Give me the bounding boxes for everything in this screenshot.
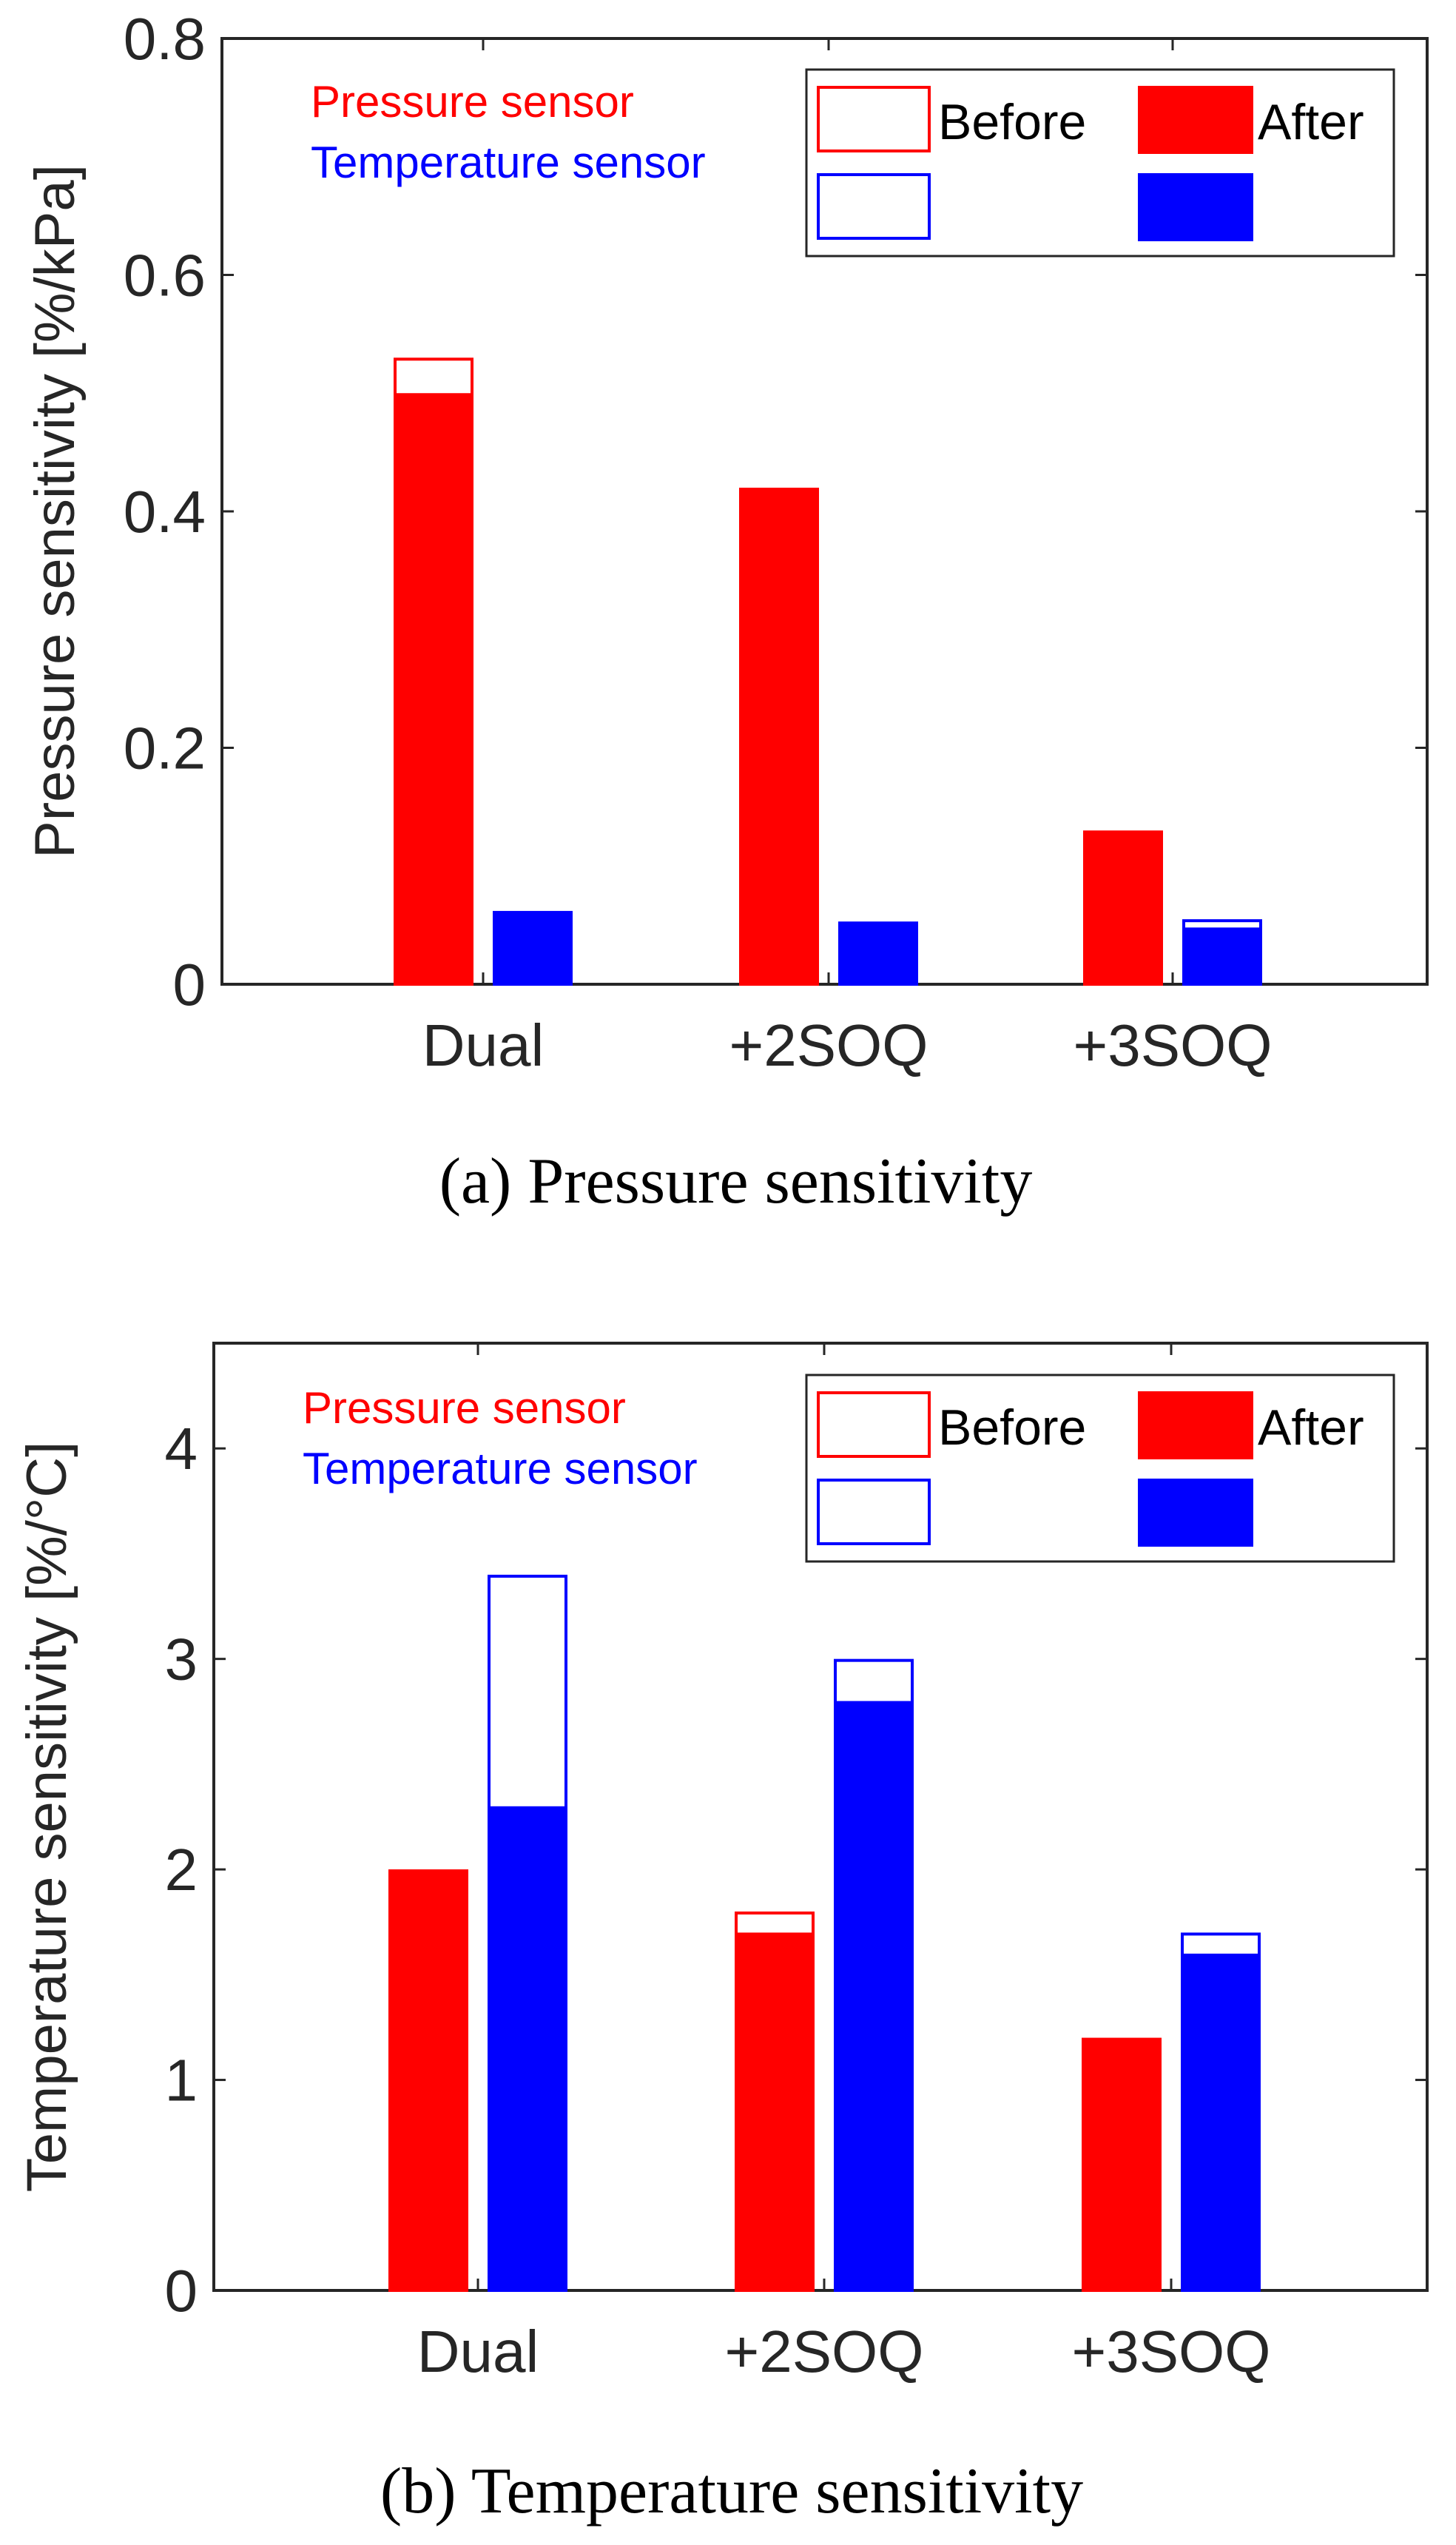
chart-temperature: 0 1 2 3 4 Dual +2SOQ +3SOQ Temperature sensitivi… (16, 1342, 1429, 2527)
legend-swatch-after-temperature (1138, 173, 1253, 241)
y-tick-label: 1 (165, 2048, 198, 2114)
annotation-pressure-sensor: Pressure sensor (303, 1383, 626, 1433)
bar-after-pressure (739, 488, 819, 984)
bar-after-pressure (735, 1932, 815, 2290)
y-tick-label: 0 (165, 2258, 198, 2324)
bar-after-temperature (1181, 1953, 1261, 2290)
x-tick-label: +3SOQ (1073, 1012, 1272, 1078)
y-tick-label: 0.2 (124, 716, 206, 781)
legend: Before After (805, 1374, 1395, 1563)
legend-swatch-before-pressure (817, 86, 931, 152)
bar-after-pressure (1082, 2037, 1162, 2290)
legend-swatch-after-temperature (1138, 1479, 1253, 1547)
bar-after-pressure (388, 1869, 468, 2290)
annotation-temperature-sensor: Temperature sensor (311, 138, 706, 187)
bar-after-temperature (834, 1701, 914, 2290)
bar-after-temperature (838, 921, 918, 984)
x-tick-label: +2SOQ (729, 1012, 928, 1078)
chart-caption: (b) Temperature sensitivity (380, 2455, 1083, 2527)
x-tick-label: Dual (417, 2319, 539, 2384)
bar-after-temperature (488, 1806, 567, 2290)
legend-swatch-after-pressure (1138, 86, 1253, 154)
y-tick-label: 3 (165, 1627, 198, 1692)
y-tick-label: 4 (165, 1416, 198, 1482)
chart-caption: (a) Pressure sensitivity (439, 1146, 1033, 1217)
y-tick-label: 0.4 (124, 479, 206, 545)
legend-label-before: Before (938, 1399, 1086, 1456)
y-tick-label: 2 (165, 1837, 198, 1903)
y-tick-label: 0.6 (124, 243, 206, 309)
y-tick-label: 0.8 (124, 6, 206, 72)
legend-swatch-before-temperature (817, 1479, 931, 1545)
y-tick-label: 0 (173, 952, 206, 1018)
legend: Before After (805, 68, 1395, 258)
bar-after-pressure (1083, 830, 1163, 984)
y-axis-label: Temperature sensitivity [%/°C] (16, 1442, 78, 2193)
annotation-pressure-sensor: Pressure sensor (311, 77, 634, 127)
chart-pressure: 0 0.2 0.4 0.6 0.8 Dual +2SOQ +3SOQ Pressure sens… (24, 6, 1429, 1217)
x-tick-label: +2SOQ (724, 2319, 923, 2384)
legend-swatch-before-pressure (817, 1391, 931, 1458)
legend-swatch-after-pressure (1138, 1391, 1253, 1459)
annotation-temperature-sensor: Temperature sensor (303, 1444, 698, 1493)
bar-after-temperature (1182, 927, 1262, 984)
bar-after-temperature (493, 910, 573, 984)
legend-swatch-before-temperature (817, 173, 931, 240)
bar-after-pressure (394, 393, 473, 984)
y-axis-label: Pressure sensitivity [%/kPa] (24, 164, 87, 858)
legend-label-before: Before (938, 94, 1086, 150)
x-tick-label: Dual (422, 1012, 545, 1078)
x-tick-label: +3SOQ (1071, 2319, 1270, 2384)
legend-label-after: After (1258, 1399, 1364, 1456)
legend-label-after: After (1258, 94, 1364, 150)
